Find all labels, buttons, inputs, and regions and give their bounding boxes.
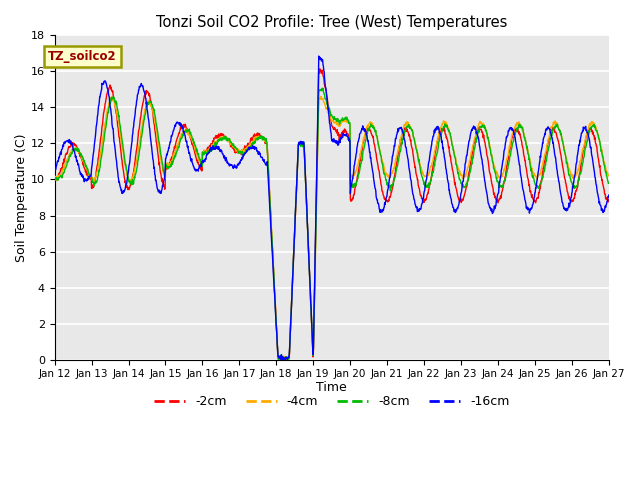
X-axis label: Time: Time	[316, 381, 347, 394]
Y-axis label: Soil Temperature (C): Soil Temperature (C)	[15, 133, 28, 262]
Text: TZ_soilco2: TZ_soilco2	[48, 50, 116, 63]
Legend: -2cm, -4cm, -8cm, -16cm: -2cm, -4cm, -8cm, -16cm	[149, 390, 515, 413]
Title: Tonzi Soil CO2 Profile: Tree (West) Temperatures: Tonzi Soil CO2 Profile: Tree (West) Temp…	[156, 15, 508, 30]
